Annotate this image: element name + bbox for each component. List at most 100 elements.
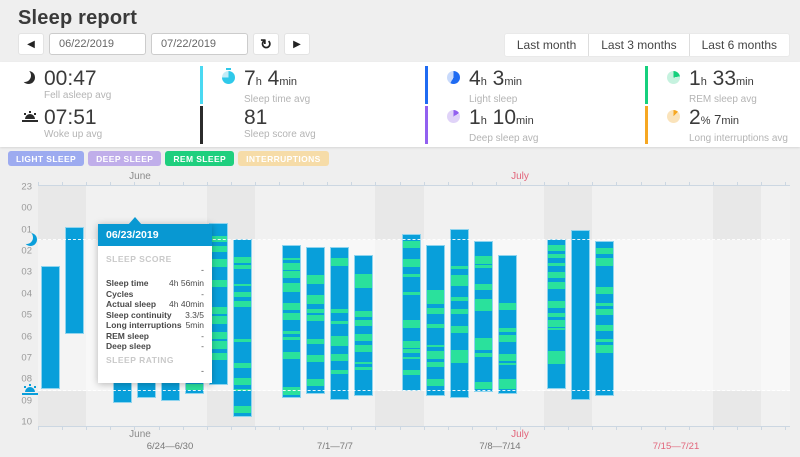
axis-tick [86, 427, 88, 430]
rem-stripe [547, 263, 565, 266]
axis-tick [544, 182, 546, 185]
date-toolbar: ◀ ↻ ▶ [18, 33, 310, 55]
rem-stripe [282, 331, 300, 334]
stat-label: Sleep time avg [244, 94, 311, 105]
rem-stripe [451, 266, 469, 270]
axis-tick [544, 427, 546, 430]
sleep-bar-6/30[interactable] [233, 239, 253, 418]
rem-stripe [427, 290, 445, 294]
stat-label: Long interruptions avg [689, 133, 788, 144]
date-from-input[interactable] [49, 33, 146, 55]
stat-label: Light sleep [469, 94, 518, 105]
axis-tick [568, 182, 570, 185]
tooltip-row-value: 3.3/5 [185, 309, 204, 320]
axis-tick [62, 182, 64, 185]
stat-value: 00:47 [44, 67, 97, 90]
stat-label: Sleep score avg [244, 129, 316, 140]
rem-stripe [427, 308, 445, 315]
tooltip-date: 06/23/2019 [98, 224, 212, 246]
tooltip-row-value: - [201, 330, 204, 341]
rem-stripe [595, 303, 613, 306]
axis-tick [495, 427, 497, 430]
range-button-last-6-months[interactable]: Last 6 months [688, 34, 789, 56]
axis-tick [447, 427, 449, 430]
rem-stripe [354, 280, 372, 289]
accent-bar [200, 106, 203, 144]
rem-stripe [547, 351, 565, 358]
sleep-bar-7/11[interactable] [498, 255, 518, 395]
sleep-bar-7/15[interactable] [594, 241, 614, 397]
stat-value: 07:51 [44, 106, 97, 129]
rem-stripe [210, 279, 228, 287]
rem-stripe [475, 259, 493, 263]
rem-stripe [330, 308, 348, 314]
rem-stripe [403, 349, 420, 354]
rem-stripe [475, 283, 493, 291]
tooltip-row-label: Actual sleep [106, 299, 157, 309]
rem-stripe [547, 300, 565, 308]
rem-stripe [282, 302, 300, 311]
axis-tick [712, 182, 714, 185]
sleep-bar-7/14[interactable] [570, 230, 590, 400]
legend-chip-deep-sleep[interactable]: DEEP SLEEP [88, 151, 162, 166]
sleep-bar-7/4[interactable] [329, 246, 349, 400]
prev-period-button[interactable]: ◀ [18, 33, 44, 55]
sleep-bar-7/8[interactable] [426, 244, 446, 397]
sleep-bar-7/9[interactable] [450, 228, 470, 398]
stat-value: 2% 7min [689, 106, 740, 129]
legend-chip-light-sleep[interactable]: LIGHT SLEEP [8, 151, 85, 166]
sleep-bar-6/23[interactable] [64, 226, 84, 334]
tooltip-caret [128, 217, 142, 225]
next-period-button[interactable]: ▶ [284, 33, 310, 55]
sleep-bar-7/2[interactable] [281, 244, 301, 398]
pie-icon [447, 110, 460, 123]
axis-tick [785, 427, 787, 430]
legend-chip-rem-sleep[interactable]: REM SLEEP [165, 151, 235, 166]
rem-stripe [330, 369, 348, 374]
axis-tick [230, 182, 232, 185]
rem-stripe [354, 274, 372, 282]
sleep-bar-7/7[interactable] [402, 234, 421, 391]
woke-up-marker-sunrise-icon [22, 384, 38, 397]
rem-stripe [403, 292, 420, 296]
range-button-last-3-months[interactable]: Last 3 months [588, 34, 688, 56]
stat-value: 1h 10min [469, 106, 534, 129]
rem-stripe [306, 277, 324, 285]
axis-tick [736, 427, 738, 430]
pie-icon [667, 110, 680, 123]
axis-tick [158, 182, 160, 185]
axis-tick [254, 427, 256, 430]
week-range-label: 7/15—7/21 [652, 441, 700, 452]
legend-chip-interruptions[interactable]: INTERRUPTIONS [238, 151, 329, 166]
tooltip-row-value: - [201, 288, 204, 299]
sleep-bar-6/22[interactable] [40, 266, 60, 389]
date-to-input[interactable] [151, 33, 248, 55]
rem-stripe [306, 338, 324, 345]
rem-stripe [547, 281, 565, 289]
y-axis-label: 09 [21, 395, 32, 407]
sleep-bar-6/29[interactable] [209, 223, 229, 386]
rem-stripe [499, 327, 517, 333]
tooltip-row: Sleep continuity 3.3/5 [106, 310, 204, 321]
rem-stripe [427, 293, 445, 297]
page-title: Sleep report [18, 7, 138, 29]
tooltip-row: REM sleep - [106, 331, 204, 342]
rem-stripe [451, 275, 469, 279]
sleep-bar-7/13[interactable] [546, 239, 566, 389]
month-label-july: July [511, 171, 529, 182]
rem-stripe [451, 279, 469, 286]
sleep-bar-7/10[interactable] [474, 241, 494, 393]
tooltip-row-label: REM sleep [106, 330, 149, 341]
rem-stripe [210, 341, 228, 349]
range-button-last-month[interactable]: Last month [505, 34, 588, 56]
sleep-chart[interactable]: 06/23/2019 SLEEP SCORE - Sleep time 4h 56… [0, 170, 800, 457]
rem-stripe [547, 361, 565, 364]
tooltip-row-value: 5min [185, 320, 204, 330]
rem-stripe [547, 320, 565, 327]
axis-tick [182, 182, 184, 185]
refresh-icon[interactable]: ↻ [253, 33, 279, 55]
rem-stripe [595, 344, 613, 353]
sleep-bar-7/3[interactable] [305, 246, 325, 395]
sleep-bar-7/5[interactable] [353, 255, 373, 396]
fell-asleep-avg-line [38, 239, 790, 241]
